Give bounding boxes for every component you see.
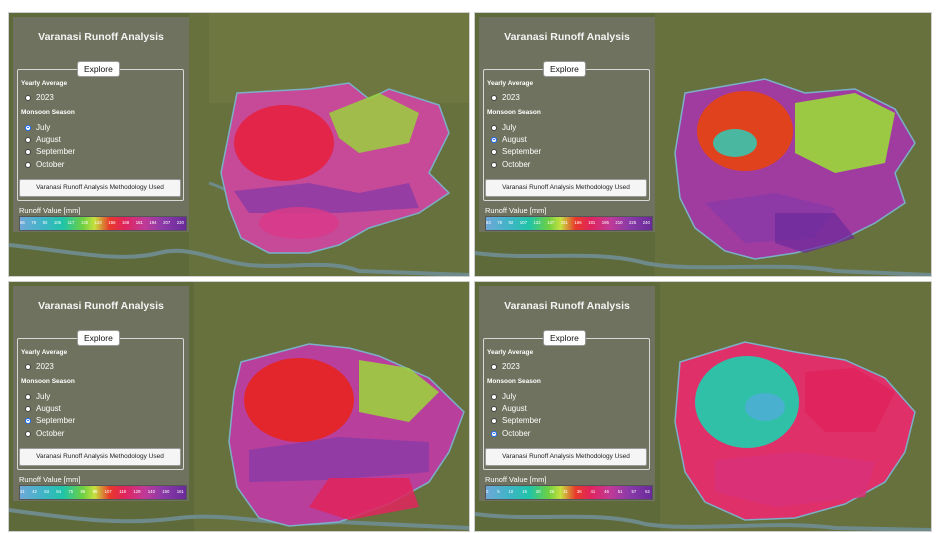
radio-button-icon[interactable] xyxy=(25,363,31,370)
radio-button-icon[interactable] xyxy=(25,136,31,143)
map-panel-july[interactable]: Varanasi Runoff Analysis Explore Yearly … xyxy=(8,12,470,277)
radio-september[interactable]: September xyxy=(491,147,541,156)
radio-july[interactable]: July xyxy=(25,392,50,401)
app-title: Varanasi Runoff Analysis xyxy=(504,300,630,312)
radio-2023[interactable]: 2023 xyxy=(25,362,54,371)
legend-title: Runoff Value [mm] xyxy=(485,475,547,484)
legend-title: Runoff Value [mm] xyxy=(485,206,547,215)
radio-2023[interactable]: 2023 xyxy=(491,93,520,102)
radio-august[interactable]: August xyxy=(491,404,527,413)
radio-2023[interactable]: 2023 xyxy=(25,93,54,102)
yearly-average-label: Yearly Average xyxy=(487,80,534,87)
explore-button[interactable]: Explore xyxy=(543,61,586,77)
map-panel-october[interactable]: Varanasi Runoff Analysis Explore Yearly … xyxy=(474,281,932,532)
legend-ticks: 63 78 92 107 122 137 151 166 181 195 210 225 240 xyxy=(486,220,650,225)
radio-august[interactable]: August xyxy=(491,135,527,144)
legend-colorbar xyxy=(19,216,187,231)
radio-october[interactable]: October xyxy=(25,160,64,169)
control-panel: Varanasi Runoff Analysis Explore Yearly … xyxy=(479,286,655,501)
legend-ticks: 0 5 10 15 20 26 31 36 41 46 51 57 62 xyxy=(486,489,650,494)
monsoon-season-label: Monsoon Season xyxy=(487,109,541,116)
radio-button-icon[interactable] xyxy=(25,161,31,168)
app-title: Varanasi Runoff Analysis xyxy=(38,31,164,43)
radio-selected-icon[interactable] xyxy=(25,417,31,424)
radio-button-icon[interactable] xyxy=(491,363,497,370)
explore-button[interactable]: Explore xyxy=(543,330,586,346)
radio-button-icon[interactable] xyxy=(491,94,497,101)
radio-october[interactable]: October xyxy=(25,429,64,438)
yearly-average-label: Yearly Average xyxy=(21,80,68,87)
yearly-average-label: Yearly Average xyxy=(21,349,68,356)
methodology-button[interactable]: Varanasi Runoff Analysis Methodology Use… xyxy=(19,179,181,197)
radio-october[interactable]: October xyxy=(491,160,530,169)
radio-september[interactable]: September xyxy=(25,147,75,156)
legend-colorbar xyxy=(485,485,653,500)
methodology-button[interactable]: Varanasi Runoff Analysis Methodology Use… xyxy=(485,179,647,197)
monsoon-season-label: Monsoon Season xyxy=(487,378,541,385)
control-panel: Varanasi Runoff Analysis Explore Yearly … xyxy=(13,286,189,501)
radio-button-icon[interactable] xyxy=(491,417,497,424)
radio-2023[interactable]: 2023 xyxy=(491,362,520,371)
yearly-average-label: Yearly Average xyxy=(487,349,534,356)
methodology-button[interactable]: Varanasi Runoff Analysis Methodology Use… xyxy=(19,448,181,466)
radio-button-icon[interactable] xyxy=(25,405,31,412)
control-panel: Varanasi Runoff Analysis Explore Yearly … xyxy=(13,17,189,232)
map-panel-september[interactable]: Varanasi Runoff Analysis Explore Yearly … xyxy=(8,281,470,532)
legend-ticks: 31 42 53 64 75 86 96 107 118 129 140 150 161 xyxy=(20,489,184,494)
radio-september[interactable]: September xyxy=(25,416,75,425)
monsoon-season-label: Monsoon Season xyxy=(21,109,75,116)
map-panel-august[interactable]: Varanasi Runoff Analysis Explore Yearly … xyxy=(474,12,932,277)
monsoon-season-label: Monsoon Season xyxy=(21,378,75,385)
legend-colorbar xyxy=(485,216,653,231)
radio-button-icon[interactable] xyxy=(25,393,31,400)
radio-selected-icon[interactable] xyxy=(491,430,497,437)
app-title: Varanasi Runoff Analysis xyxy=(38,300,164,312)
legend-ticks: 66 79 92 105 117 130 143 156 168 181 194 207 220 xyxy=(20,220,184,225)
legend-title: Runoff Value [mm] xyxy=(19,206,81,215)
radio-selected-icon[interactable] xyxy=(491,136,497,143)
radio-button-icon[interactable] xyxy=(491,161,497,168)
legend-colorbar xyxy=(19,485,187,500)
control-panel: Varanasi Runoff Analysis Explore Yearly … xyxy=(479,17,655,232)
radio-august[interactable]: August xyxy=(25,135,61,144)
radio-october[interactable]: October xyxy=(491,429,530,438)
radio-button-icon[interactable] xyxy=(491,393,497,400)
methodology-button[interactable]: Varanasi Runoff Analysis Methodology Use… xyxy=(485,448,647,466)
radio-button-icon[interactable] xyxy=(25,94,31,101)
radio-button-icon[interactable] xyxy=(491,124,497,131)
radio-july[interactable]: July xyxy=(491,123,516,132)
explore-button[interactable]: Explore xyxy=(77,61,120,77)
app-title: Varanasi Runoff Analysis xyxy=(504,31,630,43)
legend-title: Runoff Value [mm] xyxy=(19,475,81,484)
radio-button-icon[interactable] xyxy=(25,148,31,155)
radio-july[interactable]: July xyxy=(491,392,516,401)
explore-button[interactable]: Explore xyxy=(77,330,120,346)
radio-button-icon[interactable] xyxy=(491,405,497,412)
radio-july[interactable]: July xyxy=(25,123,50,132)
radio-selected-icon[interactable] xyxy=(25,124,31,131)
radio-september[interactable]: September xyxy=(491,416,541,425)
radio-button-icon[interactable] xyxy=(491,148,497,155)
radio-august[interactable]: August xyxy=(25,404,61,413)
radio-button-icon[interactable] xyxy=(25,430,31,437)
